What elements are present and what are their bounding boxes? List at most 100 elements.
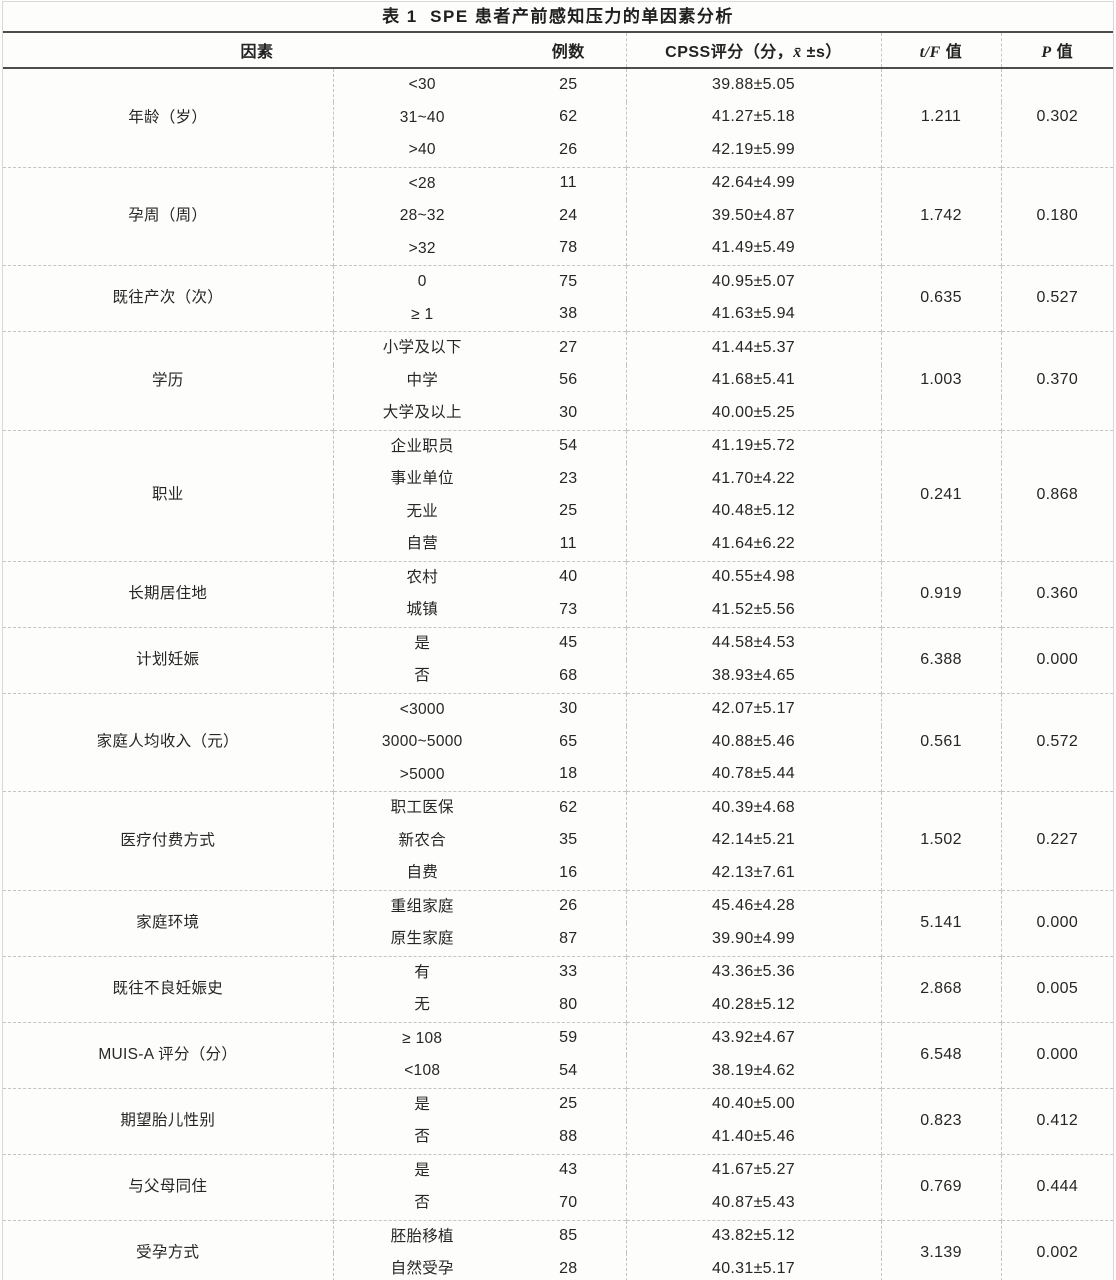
factor-label: 既往不良妊娠史 (3, 955, 333, 1022)
cpss-score: 41.68±5.41 (625, 364, 882, 397)
case-count: 33 (511, 955, 627, 989)
cpss-score: 38.19±4.62 (625, 1055, 882, 1088)
p-value: 0.302 (1000, 68, 1114, 167)
cpss-score: 41.40±5.46 (625, 1121, 882, 1154)
category-label: 否 (332, 1121, 512, 1154)
table-title: 表 1 SPE 患者产前感知压力的单因素分析 (382, 7, 734, 26)
table-row: 学历 小学及以下 27 41.44±5.37 1.003 0.370 (3, 331, 1114, 430)
table-row: 否 68 38.93±4.65 (3, 660, 1113, 693)
case-count: 54 (559, 1061, 578, 1079)
tf-value: 0.823 (880, 1087, 1002, 1154)
table-row: 28~32 24 39.50±4.87 (3, 200, 1113, 233)
category-label: 否 (332, 660, 512, 693)
category-label: 农村 (332, 560, 512, 594)
case-count: 18 (559, 765, 578, 783)
tf-value: 0.561 (880, 692, 1002, 792)
category-label: ≥ 108 (332, 1021, 512, 1055)
case-count: 73 (559, 600, 578, 618)
table-row: 否 88 41.40±5.46 (3, 1121, 1113, 1154)
table-row: 孕周（周） <28 11 42.64±4.99 1.742 0.180 (3, 166, 1114, 266)
cpss-score: 42.64±4.99 (625, 166, 882, 200)
p-value: 0.180 (1000, 166, 1114, 266)
cpss-score: 41.49±5.49 (625, 232, 882, 266)
case-count: 16 (559, 863, 578, 881)
cpss-score: 42.07±5.17 (625, 692, 882, 726)
table-row: 受孕方式 胚胎移植 85 43.82±5.12 3.139 0.002 (3, 1219, 1114, 1280)
case-count: 38 (559, 305, 578, 323)
case-count: 25 (559, 75, 578, 93)
p-value: 0.227 (1000, 791, 1114, 890)
table-header: 因素 例数 CPSS评分（分，x̄ ±s） t/F 值 P 值 (3, 32, 1114, 69)
p-value: 0.527 (1000, 265, 1114, 332)
factor-label: 孕周（周） (3, 166, 333, 266)
table-row: 家庭环境 重组家庭 26 45.46±4.28 5.141 0.000 (3, 889, 1114, 956)
tf-value: 3.139 (880, 1219, 1002, 1280)
p-value: 0.868 (1000, 429, 1114, 561)
case-count: 30 (559, 403, 578, 421)
table-body: 年龄（岁） <30 25 39.88±5.05 1.211 0.302 31~40 62 41.… (3, 68, 1114, 1280)
table-row: >40 26 42.19±5.99 (3, 134, 1113, 167)
cpss-score: 41.27±5.18 (625, 101, 882, 134)
cpss-score: 39.88±5.05 (625, 68, 882, 102)
tf-value: 5.141 (880, 889, 1002, 956)
cpss-score: 41.70±4.22 (625, 463, 882, 496)
case-count: 62 (559, 108, 578, 126)
factor-label: 年龄（岁） (128, 108, 208, 126)
p-symbol: P (1041, 44, 1052, 61)
table-row: >5000 18 40.78±5.44 (3, 758, 1113, 792)
header-p-value: P 值 (1000, 32, 1114, 69)
category-label: 自然受孕 (332, 1253, 512, 1280)
tf-value: 6.388 (880, 626, 1002, 693)
cpss-score: 43.36±5.36 (625, 955, 882, 989)
case-count: 45 (511, 626, 627, 660)
p-value: 0.444 (1000, 1153, 1114, 1220)
category-label: 原生家庭 (332, 923, 512, 956)
category-label: 小学及以下 (332, 331, 512, 365)
cpss-score: 40.55±4.98 (625, 560, 882, 594)
tf-value: 1.502 (880, 791, 1002, 890)
category-label: 自营 (332, 528, 512, 561)
case-count: 85 (511, 1219, 627, 1253)
category-label: >5000 (332, 758, 512, 792)
table-row: 原生家庭 87 39.90±4.99 (3, 923, 1113, 956)
cpss-score: 41.52±5.56 (625, 594, 882, 627)
cpss-score: 45.46±4.28 (625, 889, 882, 923)
case-count: 65 (559, 732, 578, 750)
table-row: MUIS-A 评分（分） ≥ 108 59 43.92±4.67 6.548 0.000 (3, 1021, 1114, 1088)
table-row: 31~40 62 41.27±5.18 (3, 101, 1113, 134)
category-label: 3000~5000 (332, 726, 512, 759)
table-row: 否 70 40.87±5.43 (3, 1187, 1113, 1220)
tf-word: 值 (940, 44, 963, 61)
tf-value: 1.742 (880, 166, 1002, 266)
tf-value: 1.003 (880, 331, 1002, 430)
factor-label: 期望胎儿性别 (3, 1087, 333, 1154)
case-count: 35 (559, 831, 578, 849)
table-row: 既往不良妊娠史有 33 43.36±5.36 2.868 0.005 (3, 955, 1114, 1022)
cpss-score: 44.58±4.53 (625, 626, 882, 660)
cpss-score: 40.00±5.25 (625, 397, 882, 430)
p-value: 0.005 (1000, 955, 1114, 1022)
case-count: 59 (511, 1021, 627, 1055)
case-count: 24 (559, 206, 578, 224)
table-row: 大学及以上 30 40.00±5.25 (3, 397, 1113, 430)
cpss-score: 41.64±6.22 (625, 528, 882, 561)
cpss-score: 38.93±4.65 (625, 660, 882, 693)
p-word: 值 (1051, 44, 1074, 61)
cpss-score: 40.48±5.12 (625, 495, 882, 528)
category-label: 企业职员 (332, 429, 512, 463)
category-label: ≥ 1 (332, 298, 512, 332)
tf-symbol: t/F (919, 44, 941, 61)
case-count: 25 (559, 502, 578, 520)
cpss-score: 43.82±5.12 (625, 1219, 882, 1253)
category-label: 无 (332, 989, 512, 1022)
p-value: 0.412 (1000, 1087, 1114, 1154)
category-label: >32 (332, 232, 512, 266)
case-count: 87 (559, 929, 578, 947)
factor-label: 长期居住地 (3, 560, 333, 627)
factor-label: 受孕方式 (3, 1219, 333, 1280)
table-row: 事业单位 23 41.70±4.22 (3, 463, 1113, 496)
table-row: 期望胎儿性别是 25 40.40±5.00 0.823 0.412 (3, 1087, 1114, 1154)
case-count: 26 (559, 140, 578, 158)
p-value: 0.000 (1000, 889, 1114, 956)
